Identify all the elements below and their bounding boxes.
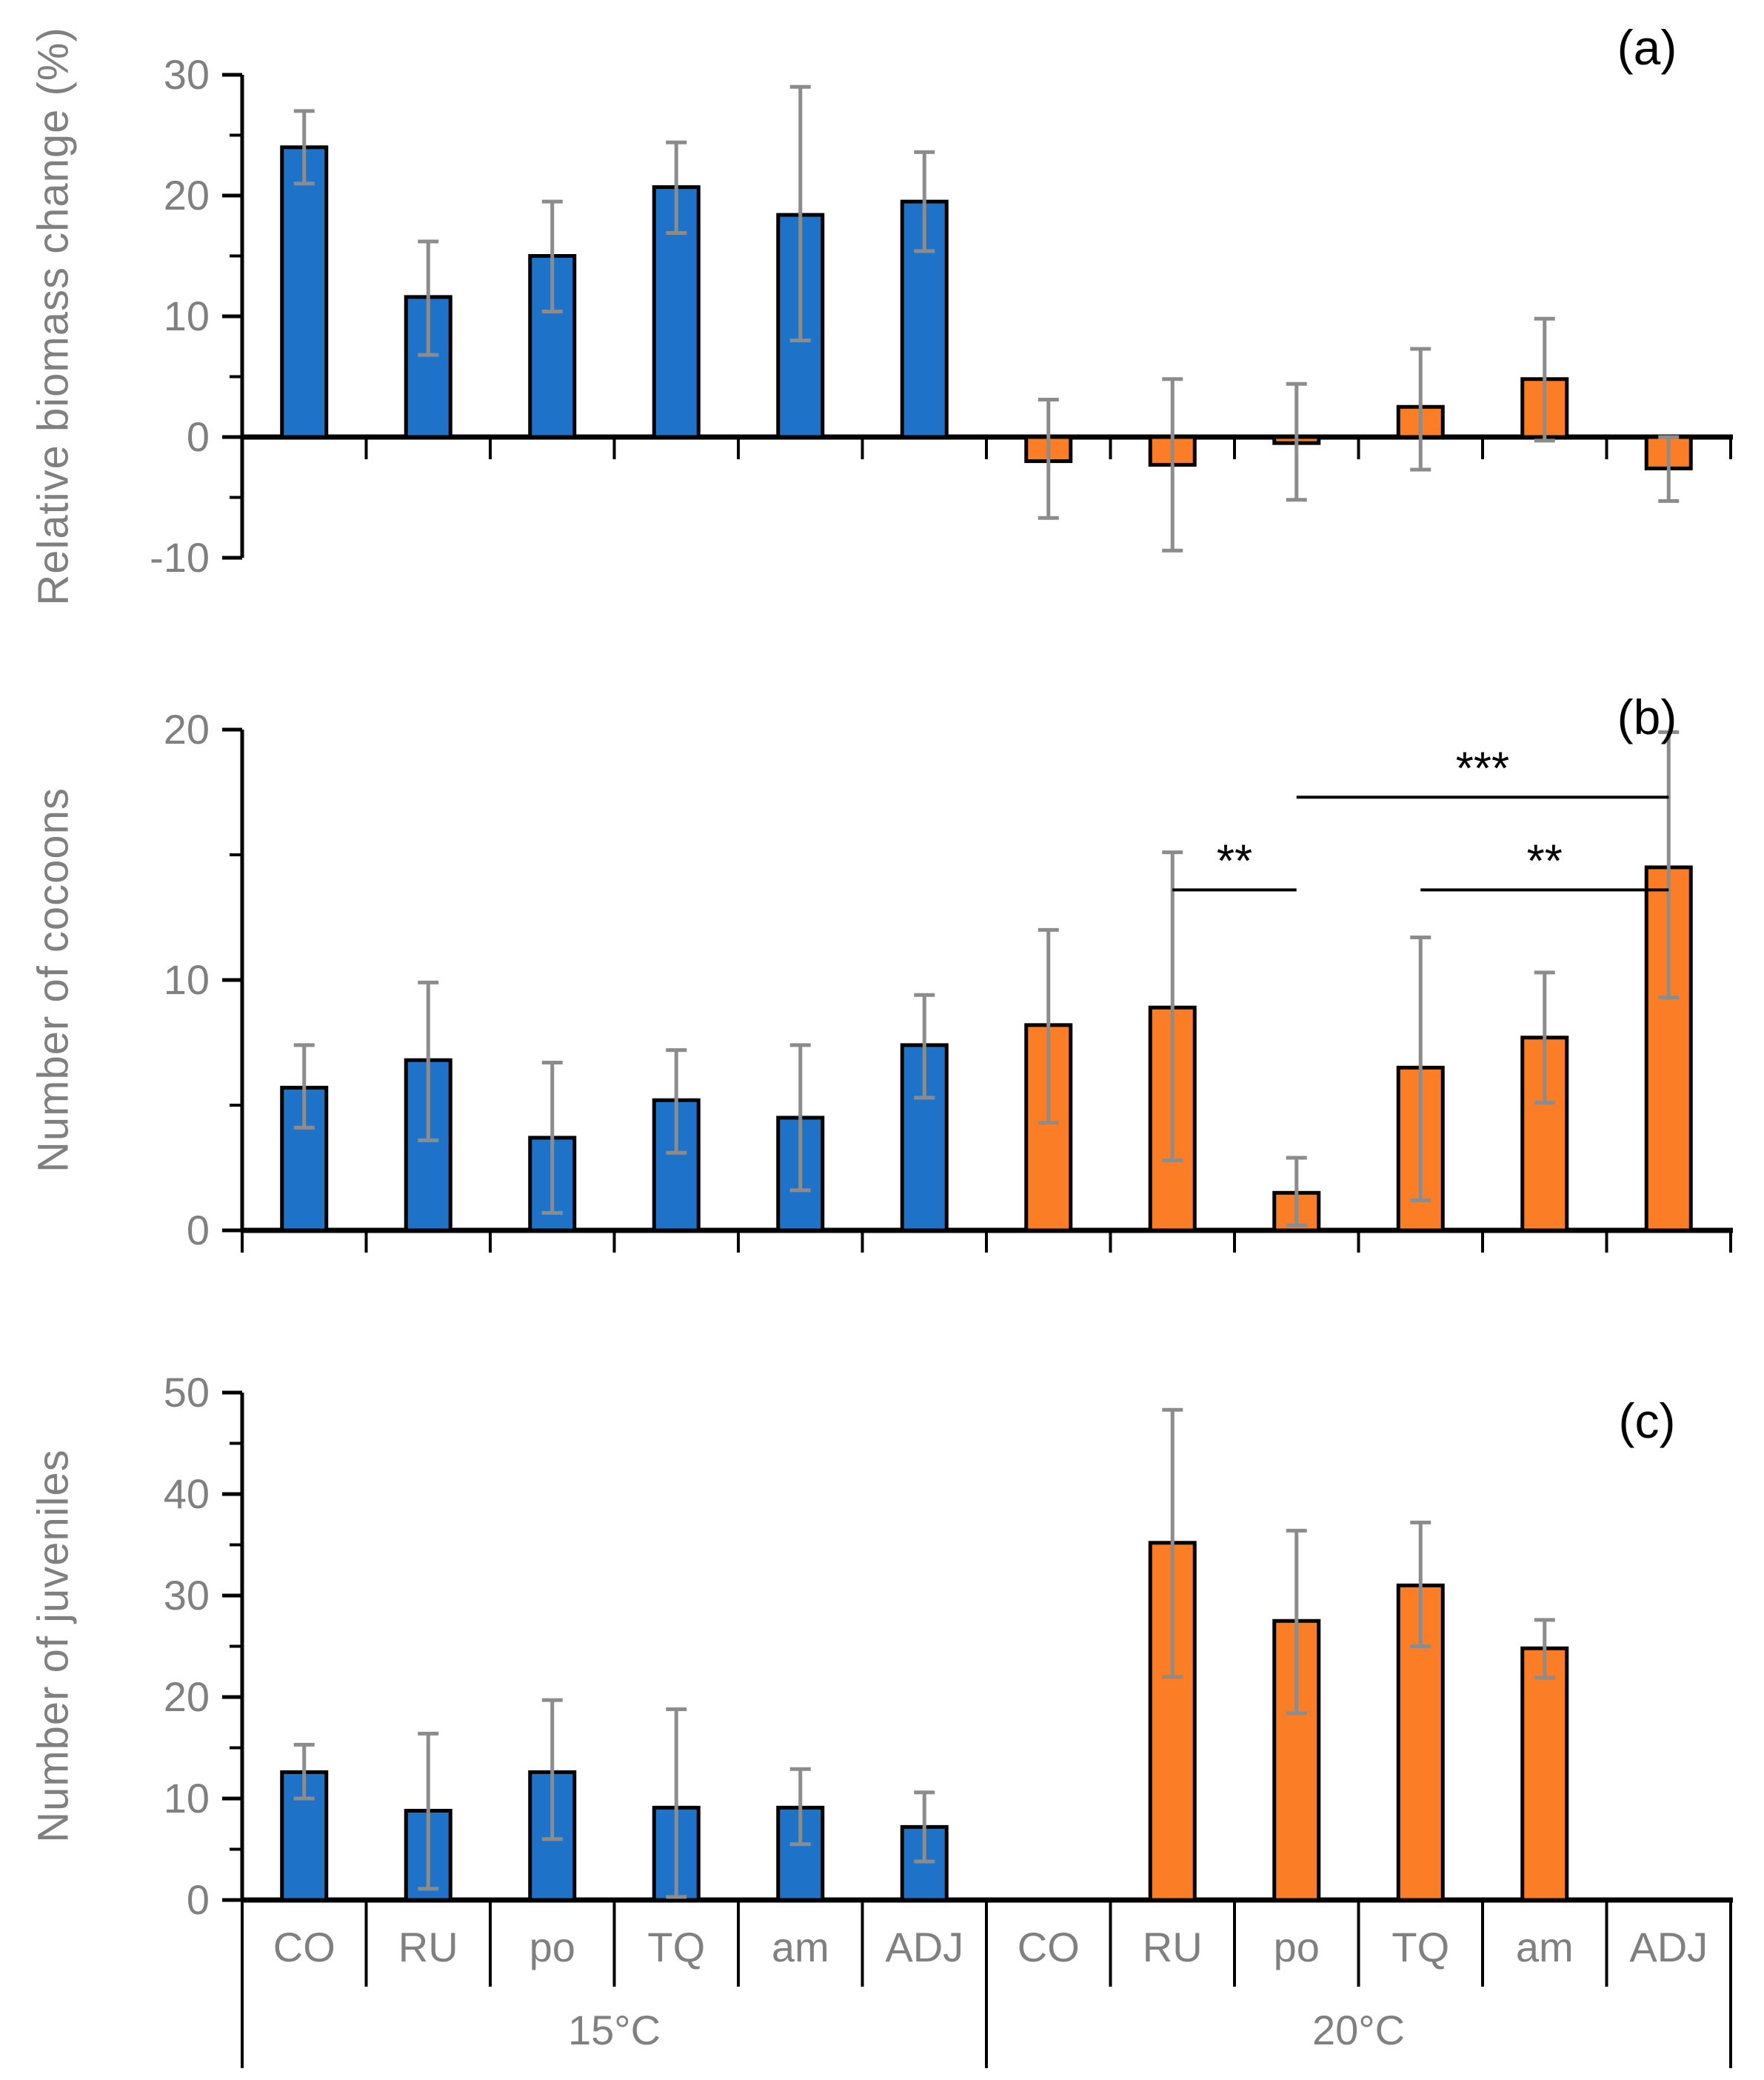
category-label-15C-ADJ: ADJ [885, 1924, 963, 1970]
category-label-15C-am: am [772, 1924, 829, 1970]
category-label-20C-ADJ: ADJ [1629, 1924, 1708, 1970]
category-label-20C-RU: RU [1143, 1924, 1203, 1970]
group-label-20C: 20°C [1312, 2007, 1405, 2053]
error-bar-a-20C-po [1286, 381, 1307, 502]
error-bar-b-15C-am [789, 1043, 811, 1193]
error-bar-b-20C-po [1286, 1156, 1307, 1227]
y-tick-label: 50 [164, 1369, 210, 1416]
y-tick-label: 20 [164, 1673, 210, 1720]
panel-a: -10 0 10 20 30 [150, 51, 1733, 581]
category-label-15C-TQ: TQ [647, 1924, 705, 1970]
error-bar-b-20C-RU [1162, 850, 1183, 1162]
error-bar-c-20C-RU [1162, 1407, 1183, 1679]
error-bar-a-20C-TQ [1410, 347, 1431, 472]
y-tick-label: 0 [187, 1876, 210, 1923]
error-bar-b-20C-TQ [1410, 936, 1431, 1202]
y-axis-title-panel-c: Number of juveniles [29, 1449, 78, 1843]
y-tick-label: 20 [164, 172, 210, 219]
error-bar-b-20C-ADJ [1658, 730, 1680, 1000]
category-label-15C-RU: RU [398, 1924, 458, 1970]
error-bar-b-15C-ADJ [914, 993, 935, 1100]
error-bar-c-20C-po [1286, 1528, 1307, 1716]
bar-c-20C-am [1520, 1646, 1569, 1902]
error-bar-a-15C-CO [293, 109, 315, 186]
y-tick-label: 30 [164, 51, 210, 98]
error-bar-a-15C-RU [418, 239, 439, 357]
bar-c-15C-am [776, 1805, 825, 1902]
bar-a-15C-CO [280, 145, 329, 439]
error-bar-a-15C-TQ [666, 140, 687, 236]
y-tick-label: 20 [164, 706, 210, 753]
error-bar-b-20C-am [1534, 970, 1555, 1105]
y-tick-label: 10 [164, 293, 210, 339]
error-bar-a-15C-ADJ [914, 150, 935, 253]
significance-label: *** [1456, 743, 1509, 794]
panel-letter-c: (c) [1618, 1393, 1676, 1448]
error-bar-a-20C-ADJ [1658, 435, 1680, 503]
panel-letter-b: (b) [1617, 690, 1677, 744]
error-bar-b-15C-po [541, 1061, 563, 1215]
error-bar-c-15C-am [789, 1767, 811, 1847]
y-tick-label: -10 [150, 534, 210, 581]
error-bar-c-15C-RU [418, 1731, 439, 1891]
y-tick-label: 40 [164, 1470, 210, 1517]
y-tick-label: 0 [187, 1207, 210, 1253]
category-label-20C-CO: CO [1018, 1924, 1080, 1970]
error-bar-b-20C-CO [1038, 927, 1059, 1125]
significance-label: ** [1527, 836, 1563, 887]
y-axis-title-panel-b: Number of cocoons [29, 787, 78, 1173]
y-tick-label: 10 [164, 956, 210, 1003]
error-bar-c-15C-ADJ [914, 1790, 935, 1864]
error-bar-c-20C-am [1534, 1618, 1555, 1680]
error-bar-b-15C-CO [293, 1043, 315, 1130]
error-bar-a-15C-am [789, 84, 811, 343]
y-tick-label: 10 [164, 1775, 210, 1821]
y-axis-title-panel-a: Relative biomass change (%) [29, 27, 78, 606]
error-bar-a-20C-CO [1038, 397, 1059, 520]
error-bar-a-20C-am [1534, 316, 1555, 443]
error-bar-a-20C-RU [1162, 377, 1183, 553]
error-bar-c-15C-TQ [666, 1707, 687, 1899]
error-bar-c-15C-po [541, 1698, 563, 1841]
error-bar-c-15C-CO [293, 1742, 315, 1801]
group-label-15C: 15°C [568, 2007, 661, 2053]
error-bar-c-20C-TQ [1410, 1520, 1431, 1648]
bar-b-15C-CO [280, 1085, 329, 1233]
category-label-20C-TQ: TQ [1392, 1924, 1449, 1970]
y-tick-label: 30 [164, 1572, 210, 1619]
x-axis-label-band: CO RU po TQ am ADJ 15°C CO RU po TQ am ADJ 20°C [241, 1900, 1732, 2068]
error-bar-a-15C-po [541, 199, 563, 313]
y-tick-label: 0 [187, 413, 210, 460]
category-label-15C-po: po [529, 1924, 575, 1970]
category-label-15C-CO: CO [273, 1924, 335, 1970]
category-label-20C-po: po [1274, 1924, 1320, 1970]
panel-c: 0 10 20 30 40 50 [164, 1369, 1733, 1923]
panel-letter-a: (a) [1617, 20, 1677, 75]
error-bar-b-15C-RU [418, 980, 439, 1142]
error-bar-b-15C-TQ [666, 1048, 687, 1155]
category-label-20C-am: am [1516, 1924, 1574, 1970]
significance-label: ** [1217, 836, 1252, 887]
